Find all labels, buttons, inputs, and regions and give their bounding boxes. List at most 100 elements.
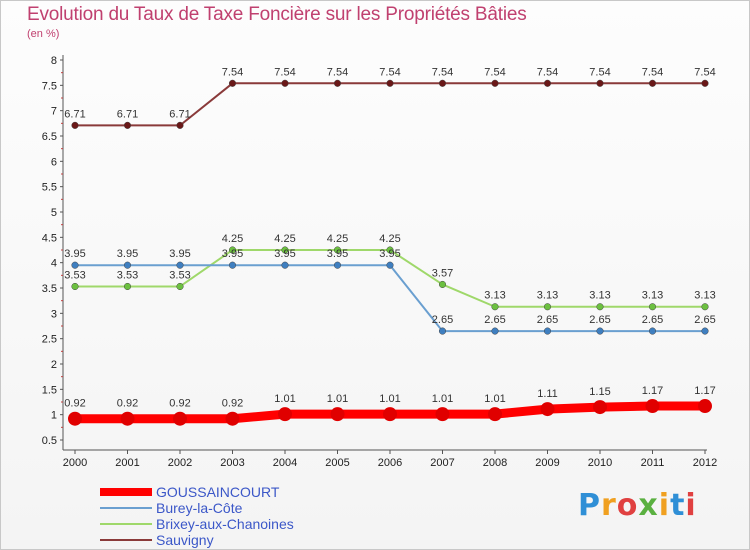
- data-point: [701, 303, 709, 311]
- data-label: 3.57: [432, 267, 453, 279]
- data-point: [281, 79, 289, 87]
- data-label: 7.54: [694, 66, 715, 78]
- y-tick-label: 2: [51, 359, 57, 371]
- data-label: 7.54: [589, 66, 610, 78]
- data-label: 7.54: [484, 66, 505, 78]
- data-point: [176, 121, 184, 129]
- data-label: 1.01: [432, 393, 453, 405]
- data-point: [123, 261, 132, 269]
- data-label: 0.92: [169, 398, 190, 410]
- data-point: [645, 399, 660, 414]
- data-point: [281, 261, 289, 269]
- data-label: 3.13: [484, 290, 505, 302]
- data-point: [596, 327, 604, 335]
- data-point: [333, 246, 342, 254]
- data-label: 2.65: [432, 314, 453, 326]
- data-label: 1.01: [327, 393, 348, 405]
- data-label: 1.01: [379, 393, 400, 405]
- data-point: [281, 246, 289, 254]
- x-tick-label: 2011: [641, 457, 665, 469]
- data-point: [333, 261, 342, 269]
- proxiti-logo: Proxiti: [578, 488, 697, 523]
- data-labels: 6.71 6.71 6.71 7.54 7.54 7.54 7.54 7.54 7.54 7.54…: [64, 66, 715, 409]
- data-point: [648, 303, 657, 311]
- data-point: [593, 400, 607, 415]
- data-label: 2.65: [484, 314, 505, 326]
- data-label: 3.95: [274, 248, 295, 260]
- x-tick-label: 2012: [693, 457, 717, 469]
- x-tick-label: 2009: [535, 457, 559, 469]
- data-label: 6.71: [117, 108, 138, 120]
- legend-label: GOUSSAINCOURT: [156, 484, 280, 500]
- data-label: 3.95: [379, 248, 400, 260]
- data-point: [278, 407, 292, 422]
- x-tick-label: 2000: [63, 457, 87, 469]
- data-point: [228, 261, 237, 269]
- data-point: [438, 280, 447, 289]
- data-label: 1.11: [537, 388, 558, 400]
- data-point: [596, 303, 604, 311]
- data-label: 2.65: [694, 314, 715, 326]
- y-tick-label: 7.5: [42, 80, 57, 92]
- data-label: 7.54: [327, 66, 348, 78]
- y-tick-label: 7: [51, 106, 57, 118]
- data-point: [71, 282, 79, 291]
- logo-letter: i: [685, 488, 697, 523]
- y-tick-label: 3: [51, 308, 57, 320]
- data-label: 3.95: [222, 248, 243, 260]
- legend-label: Burey-la-Côte: [156, 500, 243, 516]
- legend-item: Burey-la-Côte: [100, 500, 294, 516]
- data-point: [228, 79, 237, 87]
- y-tick-label: 6.5: [42, 131, 57, 143]
- data-point: [648, 327, 657, 335]
- y-tick-label: 5.5: [42, 182, 57, 194]
- series-brixey-aux-chanoines: [71, 246, 709, 311]
- x-tick-label: 2008: [483, 457, 507, 469]
- data-point: [435, 407, 450, 422]
- y-tick-label: 6: [51, 156, 57, 168]
- data-label: 2.65: [589, 314, 610, 326]
- chart-subtitle: (en %): [27, 28, 60, 40]
- axes: 0.5 1 1.5 2 2.5 3 3.5 4 4.5 5 5.5 6 6.5 7 7.5 8 2000 2001…: [42, 55, 717, 469]
- data-point: [176, 282, 184, 291]
- x-tick-label: 2001: [115, 457, 139, 469]
- data-label: 1.01: [274, 393, 295, 405]
- data-label: 2.65: [642, 314, 663, 326]
- data-point: [71, 121, 79, 129]
- data-point: [698, 399, 712, 414]
- logo-letter: P: [578, 488, 601, 523]
- x-tick-label: 2007: [430, 457, 454, 469]
- data-label: 4.25: [222, 233, 243, 245]
- data-label: 3.53: [169, 269, 190, 281]
- y-tick-label: 4.5: [42, 232, 57, 244]
- logo-letter: t: [670, 488, 686, 523]
- x-tick-label: 2006: [378, 457, 402, 469]
- y-tick-label: 1: [51, 410, 57, 422]
- legend-item: Sauvigny: [100, 532, 294, 548]
- data-point: [333, 79, 342, 87]
- data-point: [68, 411, 82, 426]
- data-label: 4.25: [379, 233, 400, 245]
- logo-letter: o: [616, 488, 639, 523]
- logo-letter: x: [638, 488, 659, 523]
- data-point: [701, 79, 709, 87]
- legend-item: GOUSSAINCOURT: [100, 484, 294, 500]
- data-point: [123, 121, 132, 129]
- legend-swatch: [100, 488, 152, 496]
- data-point: [543, 79, 552, 87]
- data-point: [488, 407, 502, 422]
- legend-swatch: [100, 507, 152, 509]
- data-label: 3.95: [117, 248, 138, 260]
- x-tick-label: 2003: [220, 457, 244, 469]
- data-point: [543, 303, 552, 311]
- data-label: 4.25: [327, 233, 348, 245]
- data-label: 3.95: [327, 248, 348, 260]
- data-point: [228, 246, 237, 254]
- data-point: [543, 327, 552, 335]
- legend-swatch: [100, 539, 152, 541]
- data-label: 3.95: [64, 248, 85, 260]
- data-label: 7.54: [379, 66, 400, 78]
- data-label: 0.92: [117, 398, 138, 410]
- y-tick-label: 0.5: [42, 435, 57, 447]
